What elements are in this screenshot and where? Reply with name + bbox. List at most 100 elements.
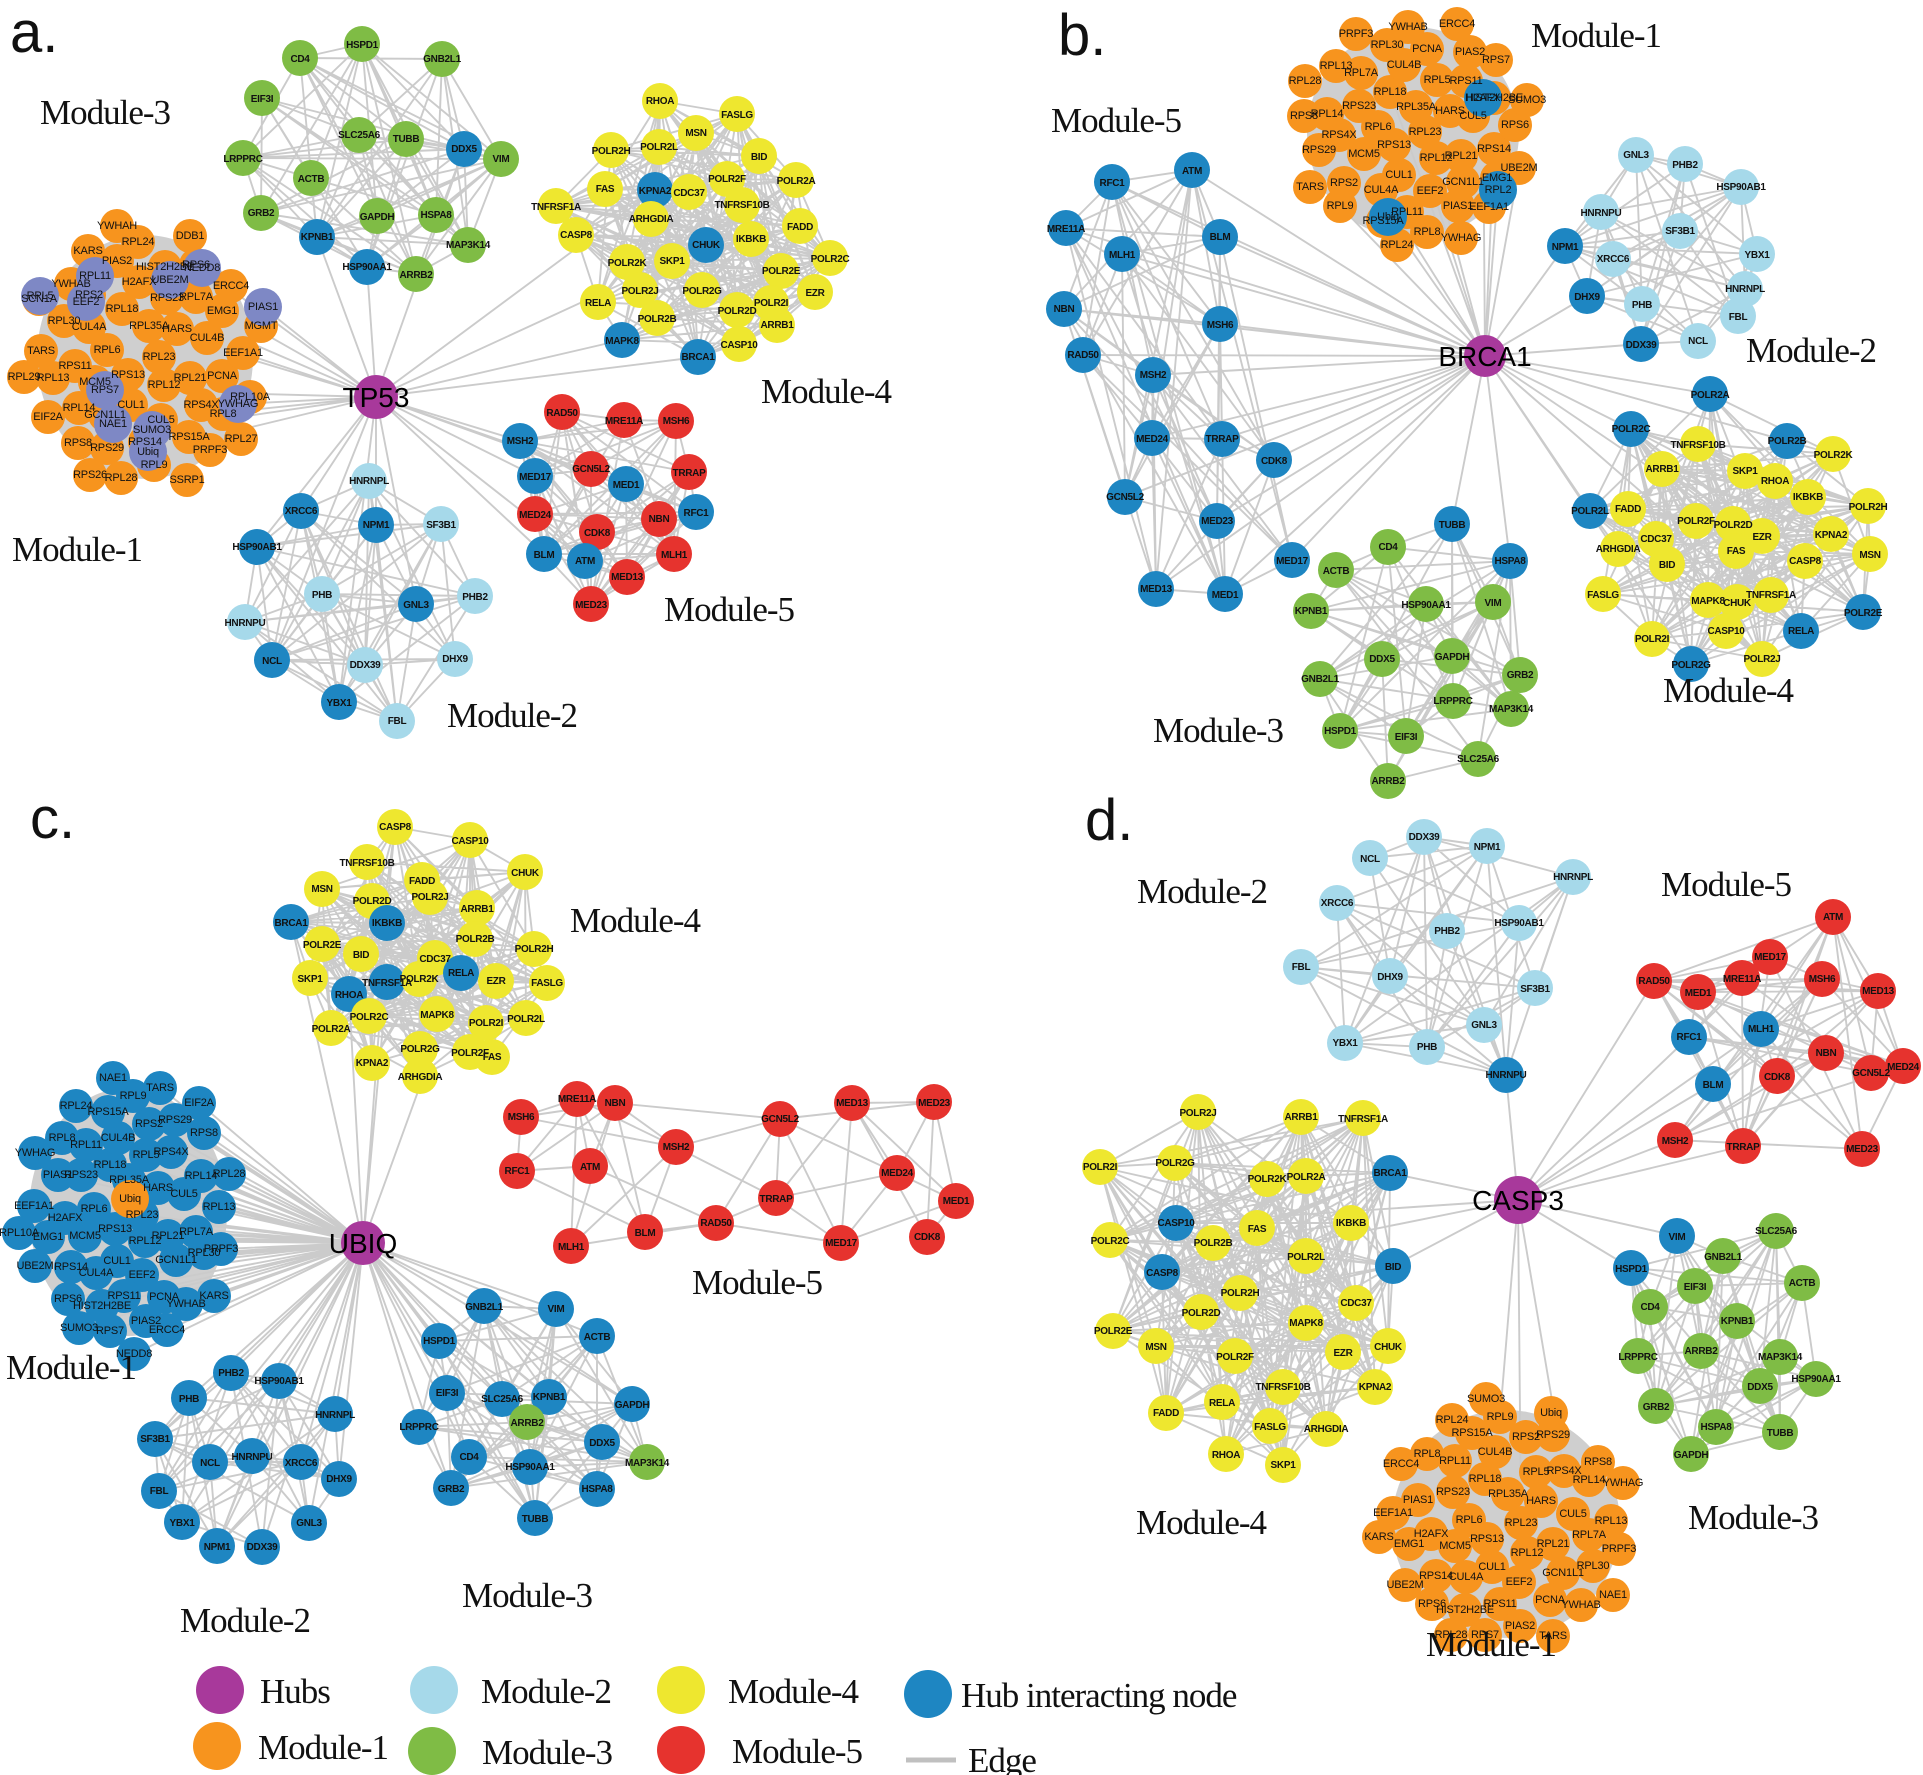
- svg-text:PIAS2: PIAS2: [1505, 1620, 1535, 1632]
- svg-text:CUL5: CUL5: [147, 414, 174, 426]
- svg-text:TUBB: TUBB: [1767, 1428, 1794, 1439]
- svg-text:RPS13: RPS13: [1470, 1533, 1504, 1545]
- svg-text:Module-4: Module-4: [1663, 671, 1794, 710]
- svg-text:SKP1: SKP1: [660, 256, 686, 267]
- svg-text:HSPD1: HSPD1: [1615, 1264, 1648, 1275]
- svg-text:CD4: CD4: [459, 1452, 479, 1463]
- svg-text:GNB2L1: GNB2L1: [1704, 1252, 1742, 1263]
- svg-text:TNFRSF1A: TNFRSF1A: [531, 202, 581, 213]
- svg-text:FAS: FAS: [596, 184, 615, 195]
- svg-text:GAPDH: GAPDH: [360, 212, 395, 223]
- svg-text:RPS2: RPS2: [135, 1118, 163, 1130]
- svg-text:RPL29: RPL29: [8, 371, 41, 383]
- svg-text:Module-4: Module-4: [761, 372, 892, 411]
- svg-text:YWHAG: YWHAG: [1603, 1477, 1644, 1489]
- svg-text:RPL24: RPL24: [60, 1100, 93, 1112]
- svg-text:UBE2M: UBE2M: [17, 1260, 54, 1272]
- svg-text:ERCC4: ERCC4: [149, 1324, 185, 1336]
- svg-text:KPNA2: KPNA2: [639, 186, 672, 197]
- svg-text:Ubiq: Ubiq: [1377, 211, 1399, 223]
- svg-text:GCN5L2: GCN5L2: [1106, 492, 1144, 503]
- svg-text:MED13: MED13: [836, 1098, 869, 1109]
- svg-text:HSP90AB1: HSP90AB1: [1716, 182, 1766, 193]
- svg-text:GRB2: GRB2: [1643, 1402, 1670, 1413]
- svg-text:DHX9: DHX9: [326, 1474, 352, 1485]
- svg-text:NBN: NBN: [649, 514, 670, 525]
- svg-text:RPL9: RPL9: [120, 1090, 147, 1102]
- svg-text:EZR: EZR: [486, 976, 506, 987]
- svg-text:YWHAB: YWHAB: [1388, 21, 1427, 33]
- svg-text:GCN5L2: GCN5L2: [761, 1114, 799, 1125]
- svg-text:RPL6: RPL6: [81, 1203, 108, 1215]
- svg-text:KPNA2: KPNA2: [356, 1058, 389, 1069]
- svg-text:CHUK: CHUK: [692, 240, 721, 251]
- svg-text:SKP1: SKP1: [1271, 1460, 1297, 1471]
- svg-text:RPS6: RPS6: [54, 1293, 82, 1305]
- svg-text:POLR2E: POLR2E: [1094, 1326, 1133, 1337]
- svg-text:RPL18: RPL18: [94, 1159, 127, 1171]
- svg-text:CUL1: CUL1: [117, 399, 144, 411]
- svg-text:MSH6: MSH6: [663, 416, 690, 427]
- svg-text:CUL4A: CUL4A: [72, 321, 107, 333]
- svg-text:PRPF3: PRPF3: [193, 444, 228, 456]
- svg-text:CUL5: CUL5: [1559, 1508, 1586, 1520]
- svg-text:EMG1: EMG1: [33, 1231, 63, 1243]
- svg-text:IKBKB: IKBKB: [372, 918, 402, 929]
- svg-text:Module-2: Module-2: [447, 696, 577, 735]
- svg-text:Module-4: Module-4: [1136, 1503, 1267, 1542]
- svg-text:Module-3: Module-3: [462, 1576, 593, 1615]
- svg-text:RPL10A: RPL10A: [0, 1227, 40, 1239]
- svg-text:RPL10A: RPL10A: [230, 391, 271, 403]
- svg-text:XRCC6: XRCC6: [285, 506, 318, 517]
- svg-text:MSN: MSN: [311, 884, 332, 895]
- svg-text:c.: c.: [30, 786, 75, 851]
- svg-text:H2AFX: H2AFX: [1414, 1528, 1449, 1540]
- svg-text:POLR2I: POLR2I: [754, 298, 789, 309]
- svg-text:POLR2H: POLR2H: [592, 146, 631, 157]
- svg-text:RELA: RELA: [448, 968, 474, 979]
- svg-text:POLR2L: POLR2L: [507, 1014, 545, 1025]
- svg-text:HIST2H2BE: HIST2H2BE: [136, 261, 194, 273]
- svg-text:RPL9: RPL9: [1487, 1411, 1514, 1423]
- svg-text:RAD50: RAD50: [700, 1218, 732, 1229]
- svg-text:POLR2I: POLR2I: [469, 1018, 504, 1029]
- svg-text:POLR2C: POLR2C: [1091, 1236, 1130, 1247]
- svg-text:ARHGDIA: ARHGDIA: [629, 214, 674, 225]
- svg-text:TRRAP: TRRAP: [1727, 1142, 1761, 1153]
- svg-text:POLR2G: POLR2G: [400, 1044, 440, 1055]
- svg-text:RPL35A: RPL35A: [1396, 101, 1437, 113]
- svg-text:RPS13: RPS13: [111, 369, 145, 381]
- svg-text:RHOA: RHOA: [1212, 1450, 1240, 1461]
- svg-text:UBE2M: UBE2M: [1501, 162, 1538, 174]
- svg-text:DDB1: DDB1: [176, 230, 205, 242]
- svg-text:CASP10: CASP10: [720, 340, 758, 351]
- svg-text:ARHGDIA: ARHGDIA: [1304, 1424, 1349, 1435]
- svg-text:VIM: VIM: [548, 1304, 565, 1315]
- svg-text:EEF2: EEF2: [73, 296, 100, 308]
- svg-text:RPL21: RPL21: [174, 372, 207, 384]
- svg-text:EEF1A1: EEF1A1: [1373, 1507, 1413, 1519]
- svg-text:RPS15A: RPS15A: [88, 1106, 130, 1118]
- svg-text:RPS7: RPS7: [96, 1325, 124, 1337]
- svg-text:UBE2M: UBE2M: [1387, 1579, 1424, 1591]
- svg-text:FASLG: FASLG: [721, 110, 753, 121]
- svg-text:ARRB2: ARRB2: [1372, 776, 1406, 787]
- svg-text:POLR2K: POLR2K: [608, 258, 648, 269]
- svg-text:RFC1: RFC1: [1100, 178, 1126, 189]
- svg-text:RPS23: RPS23: [64, 1169, 98, 1181]
- svg-text:MSN: MSN: [1145, 1342, 1166, 1353]
- svg-text:TNFRSF1A: TNFRSF1A: [362, 978, 412, 989]
- svg-text:POLR2K: POLR2K: [1248, 1174, 1288, 1185]
- svg-text:POLR2G: POLR2G: [682, 286, 722, 297]
- svg-text:CASP10: CASP10: [451, 836, 489, 847]
- svg-text:ARRB2: ARRB2: [511, 1418, 545, 1429]
- svg-text:HNRNPL: HNRNPL: [1553, 872, 1593, 883]
- svg-text:TARS: TARS: [1296, 181, 1324, 193]
- svg-text:H2AFX: H2AFX: [48, 1212, 83, 1224]
- svg-text:EZR: EZR: [1752, 532, 1772, 543]
- svg-text:HSPD1: HSPD1: [346, 40, 379, 51]
- svg-text:MRE11A: MRE11A: [1047, 224, 1085, 235]
- svg-text:SLC25A6: SLC25A6: [481, 1394, 524, 1405]
- svg-text:KPNA2: KPNA2: [1359, 1382, 1392, 1393]
- svg-text:KARS: KARS: [73, 245, 102, 257]
